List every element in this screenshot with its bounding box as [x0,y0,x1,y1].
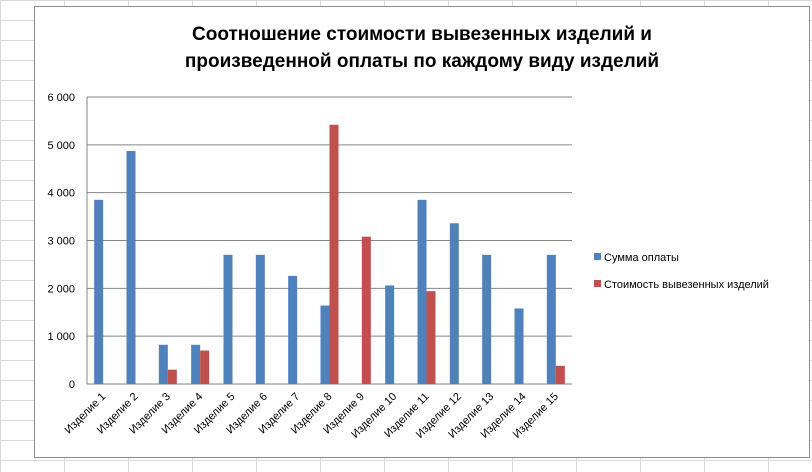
bar-payment-5 [223,254,233,384]
bar-payment-14 [514,308,524,384]
y-tick-label: 6 000 [47,92,75,104]
bar-shipped-3 [167,369,177,384]
bar-shipped-15 [555,365,565,384]
legend-label: Стоимость вывезенных изделий [604,279,769,291]
bar-shipped-11 [426,291,436,384]
y-tick-label: 1 000 [47,331,75,343]
bar-payment-4 [191,344,201,384]
chart-area[interactable]: Соотношение стоимости вывезенных изделий… [34,6,810,458]
legend-swatch [594,280,601,287]
bar-payment-8 [320,305,330,384]
chart-title-line-1: Соотношение стоимости вывезенных изделий… [192,24,652,45]
bar-payment-3 [158,344,168,384]
chart-title-line-2: произведенной оплаты по каждому виду изд… [184,51,660,72]
bar-payment-11 [417,199,427,384]
bar-shipped-8 [329,124,339,384]
chart-title: Соотношение стоимости вывезенных изделий… [35,21,809,75]
bar-payment-7 [288,275,298,384]
bar-payment-13 [482,254,492,384]
y-tick-label: 3 000 [47,236,75,248]
bar-shipped-9 [361,236,371,384]
legend-label: Сумма оплаты [604,252,679,264]
bar-payment-15 [546,254,556,384]
y-tick-label: 4 000 [47,188,75,200]
bar-shipped-4 [200,350,210,384]
bar-payment-6 [255,254,265,384]
legend-swatch [594,253,601,260]
y-tick-label: 5 000 [47,140,75,152]
y-tick-label: 2 000 [47,283,75,295]
y-tick-label: 0 [69,379,75,391]
bar-payment-2 [126,151,136,384]
bar-payment-1 [94,199,104,384]
bar-payment-12 [449,223,459,384]
bar-payment-10 [385,285,395,384]
